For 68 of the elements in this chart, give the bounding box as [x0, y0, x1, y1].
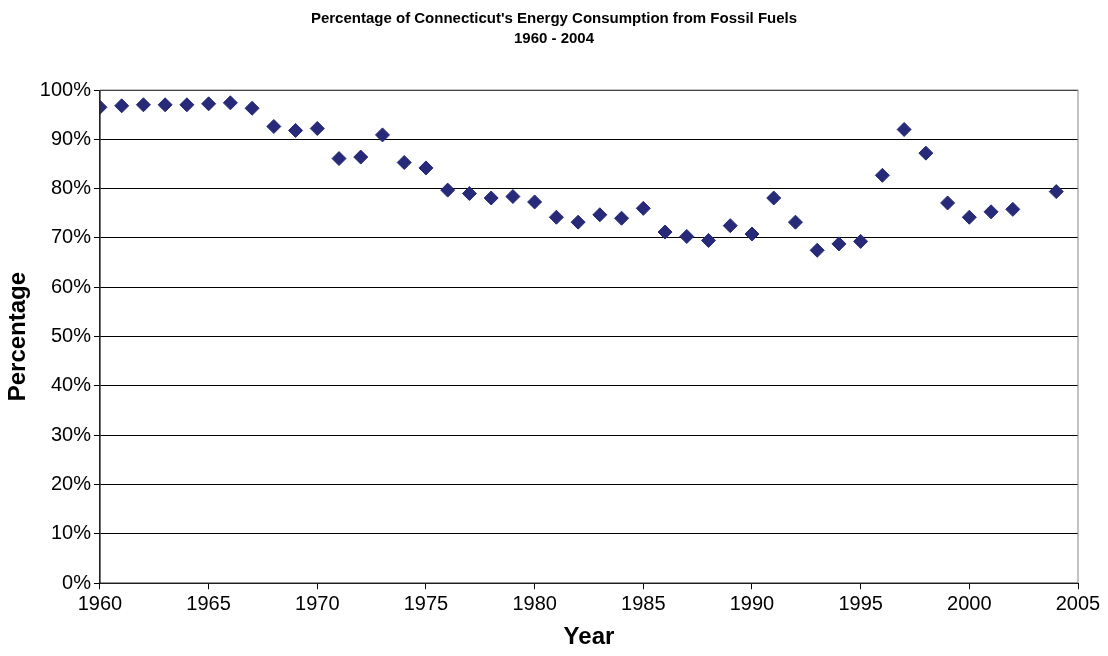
point — [461, 186, 477, 202]
point — [157, 97, 173, 113]
x-tick-label: 1965 — [186, 591, 231, 614]
point — [635, 200, 651, 216]
y-tick-label: 50% — [50, 324, 92, 347]
point — [527, 194, 543, 210]
point — [418, 160, 434, 176]
x-axis-title: Year — [563, 622, 615, 650]
x-tick-label: 1970 — [295, 591, 340, 614]
x-tick-label: 1990 — [729, 591, 775, 614]
point — [918, 145, 934, 161]
point — [331, 151, 347, 167]
point — [679, 228, 695, 244]
point — [766, 190, 782, 206]
point — [201, 96, 217, 112]
x-tick-label: 1995 — [838, 591, 883, 614]
y-tick-label: 0% — [62, 570, 92, 593]
point — [1048, 184, 1064, 200]
point — [505, 189, 521, 205]
x-tick-label: 1980 — [512, 591, 557, 614]
point — [657, 224, 673, 240]
chart-title: Percentage of Connecticut's Energy Consumption from Fossil Fuels — [309, 8, 799, 28]
x-tick-label: 2000 — [947, 591, 992, 614]
point — [222, 95, 238, 111]
point — [288, 122, 304, 138]
y-tick-label: 10% — [50, 521, 92, 544]
point — [874, 167, 890, 183]
y-tick-label: 100% — [39, 77, 92, 100]
point — [787, 214, 803, 230]
point — [614, 210, 630, 226]
point — [701, 232, 717, 248]
y-tick-label: 60% — [50, 274, 92, 297]
point — [961, 209, 977, 225]
x-tick-label: 1985 — [621, 591, 666, 614]
point — [244, 100, 260, 116]
point — [483, 190, 499, 206]
y-tick-label: 80% — [50, 176, 92, 199]
point — [809, 242, 825, 258]
point — [570, 214, 586, 230]
y-tick-label: 30% — [50, 422, 92, 445]
point — [309, 120, 325, 136]
point — [375, 127, 390, 143]
point — [396, 155, 412, 170]
chart-subtitle: 1960 - 2004 — [512, 28, 596, 48]
y-tick-label: 40% — [50, 373, 92, 396]
point — [548, 209, 564, 225]
point — [831, 236, 847, 252]
point — [114, 98, 130, 114]
x-tick-label: 1960 — [77, 591, 123, 614]
point — [722, 218, 738, 234]
x-tick-label: 2005 — [1055, 591, 1101, 614]
point — [983, 204, 999, 220]
point — [266, 119, 282, 134]
y-tick-label: 70% — [50, 225, 92, 248]
x-tick-label: 1975 — [403, 591, 449, 614]
point — [1005, 201, 1021, 217]
point — [592, 207, 608, 223]
point — [179, 97, 195, 113]
point — [135, 97, 151, 113]
point — [353, 149, 369, 165]
point — [896, 121, 912, 137]
point — [440, 182, 456, 198]
point — [853, 233, 869, 249]
point — [744, 226, 760, 242]
y-tick-label: 20% — [50, 472, 92, 495]
y-axis-title: Percentage — [3, 271, 31, 402]
point — [940, 195, 956, 211]
y-tick-label: 90% — [50, 126, 92, 149]
